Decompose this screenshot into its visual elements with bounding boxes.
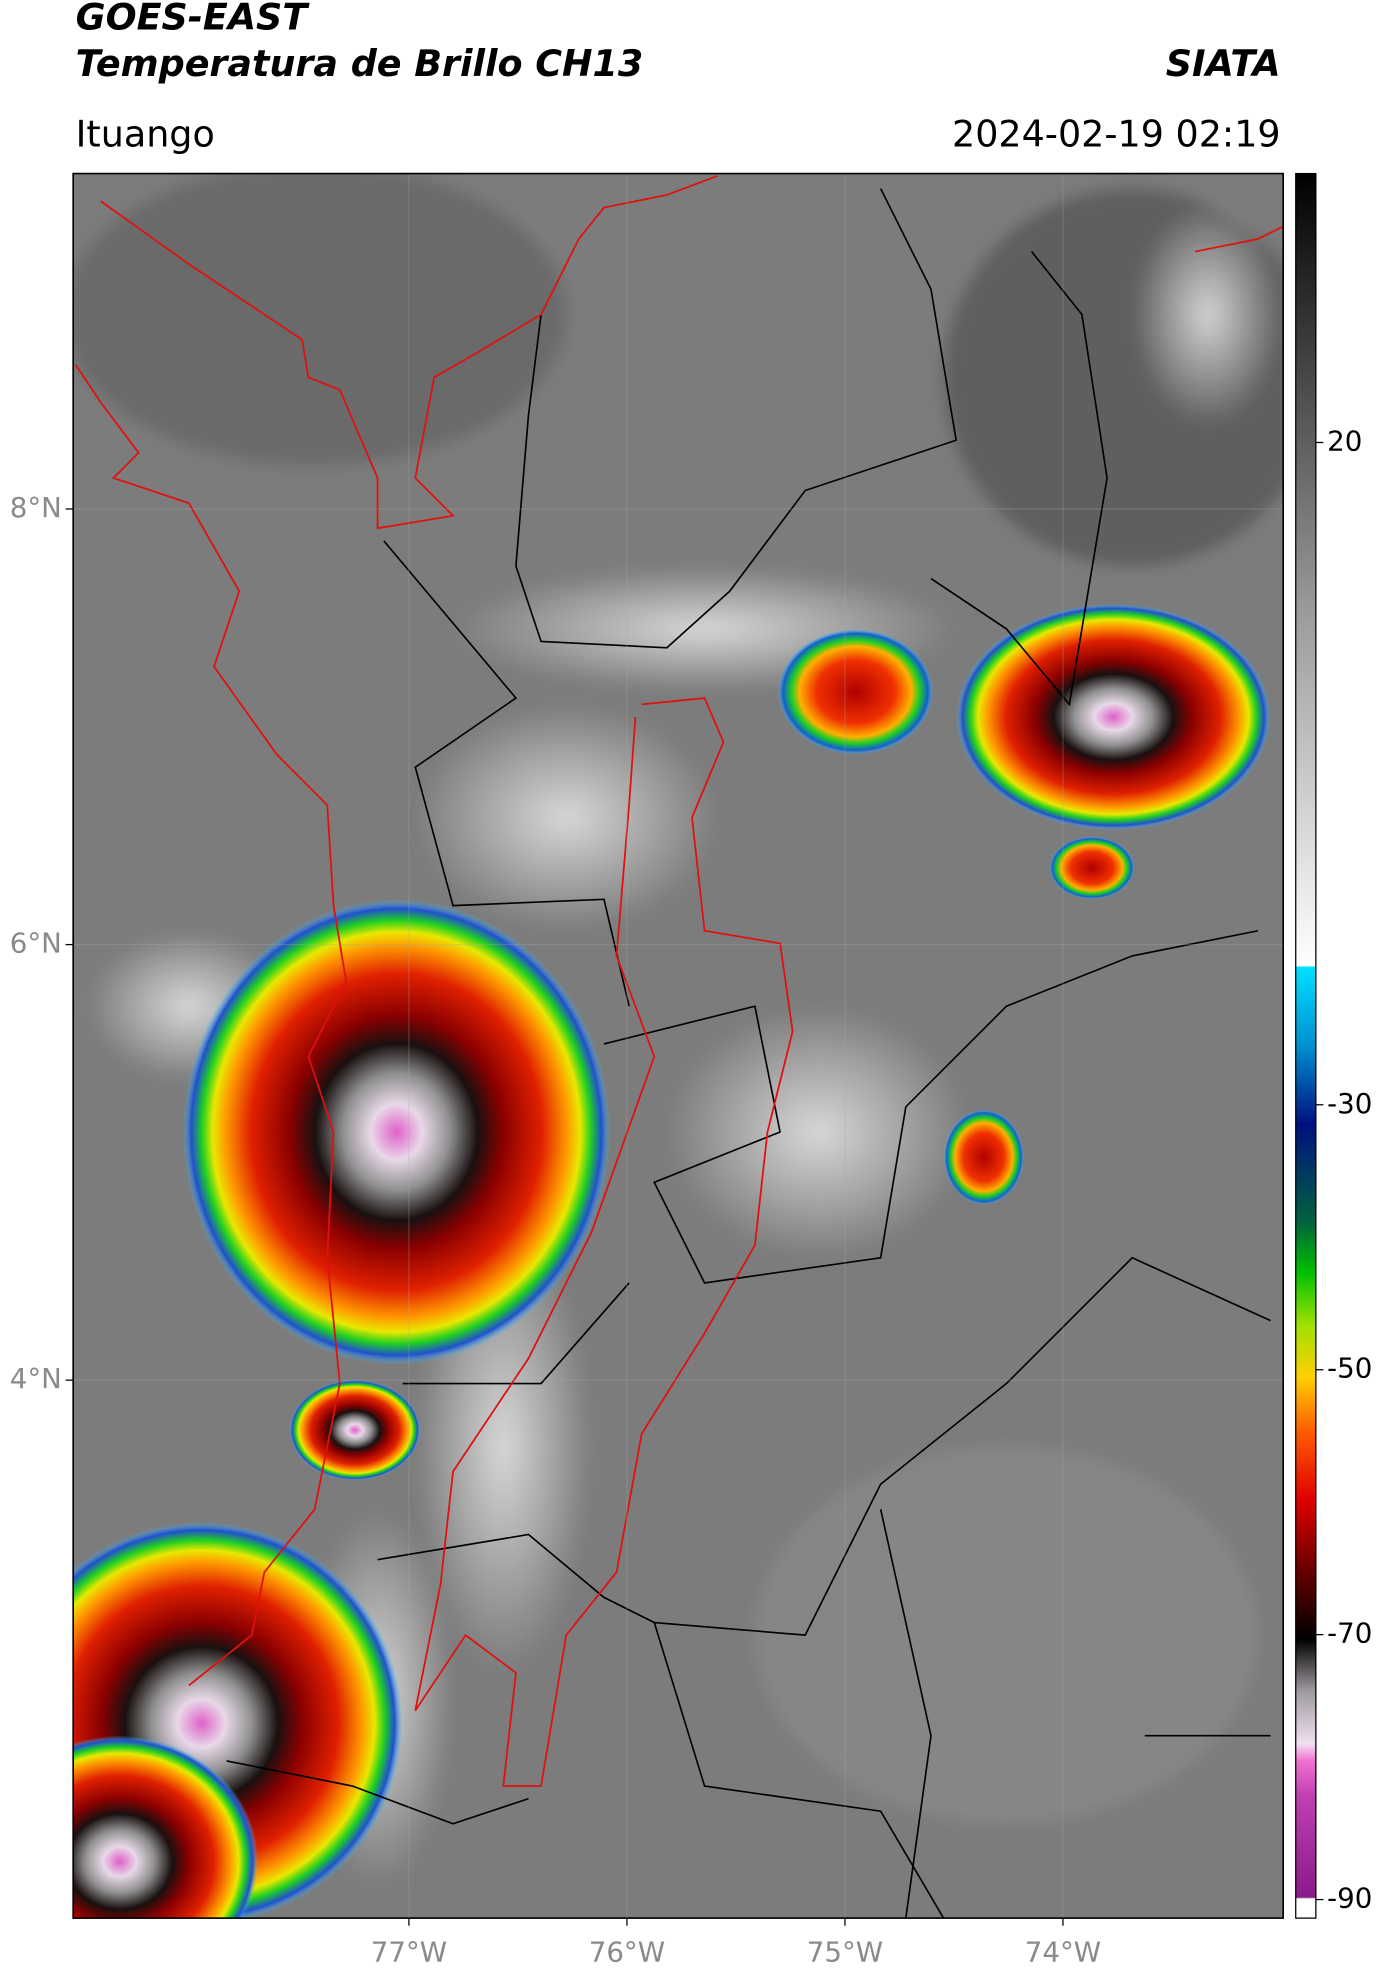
- colorbar: [1295, 172, 1317, 1919]
- lat-tick-label: 8°N: [10, 491, 62, 524]
- lon-tick-label: 77°W: [371, 1935, 447, 1968]
- lon-tick-label: 74°W: [1025, 1935, 1101, 1968]
- lat-tick-label: 6°N: [10, 927, 62, 960]
- title: GOES-EAST: [76, 0, 311, 38]
- map-frame: [72, 172, 1284, 1919]
- satellite-image: [73, 173, 1284, 1919]
- organization: SIATA: [1166, 42, 1281, 85]
- colorbar-tick-label: -70: [1327, 1617, 1372, 1650]
- colorbar-tick-label: -50: [1327, 1352, 1372, 1385]
- subtitle: Temperatura de Brillo CH13: [76, 42, 644, 85]
- colorbar-tick-label: -30: [1327, 1087, 1372, 1120]
- colorbar-tick-label: -90: [1327, 1882, 1372, 1915]
- lat-tick-label: 4°N: [10, 1362, 62, 1395]
- lon-tick-label: 76°W: [589, 1935, 665, 1968]
- location: Ituango: [76, 112, 215, 155]
- lon-tick-label: 75°W: [807, 1935, 883, 1968]
- datetime: 2024-02-19 02:19: [952, 112, 1281, 155]
- colorbar-tick-label: 20: [1327, 424, 1362, 457]
